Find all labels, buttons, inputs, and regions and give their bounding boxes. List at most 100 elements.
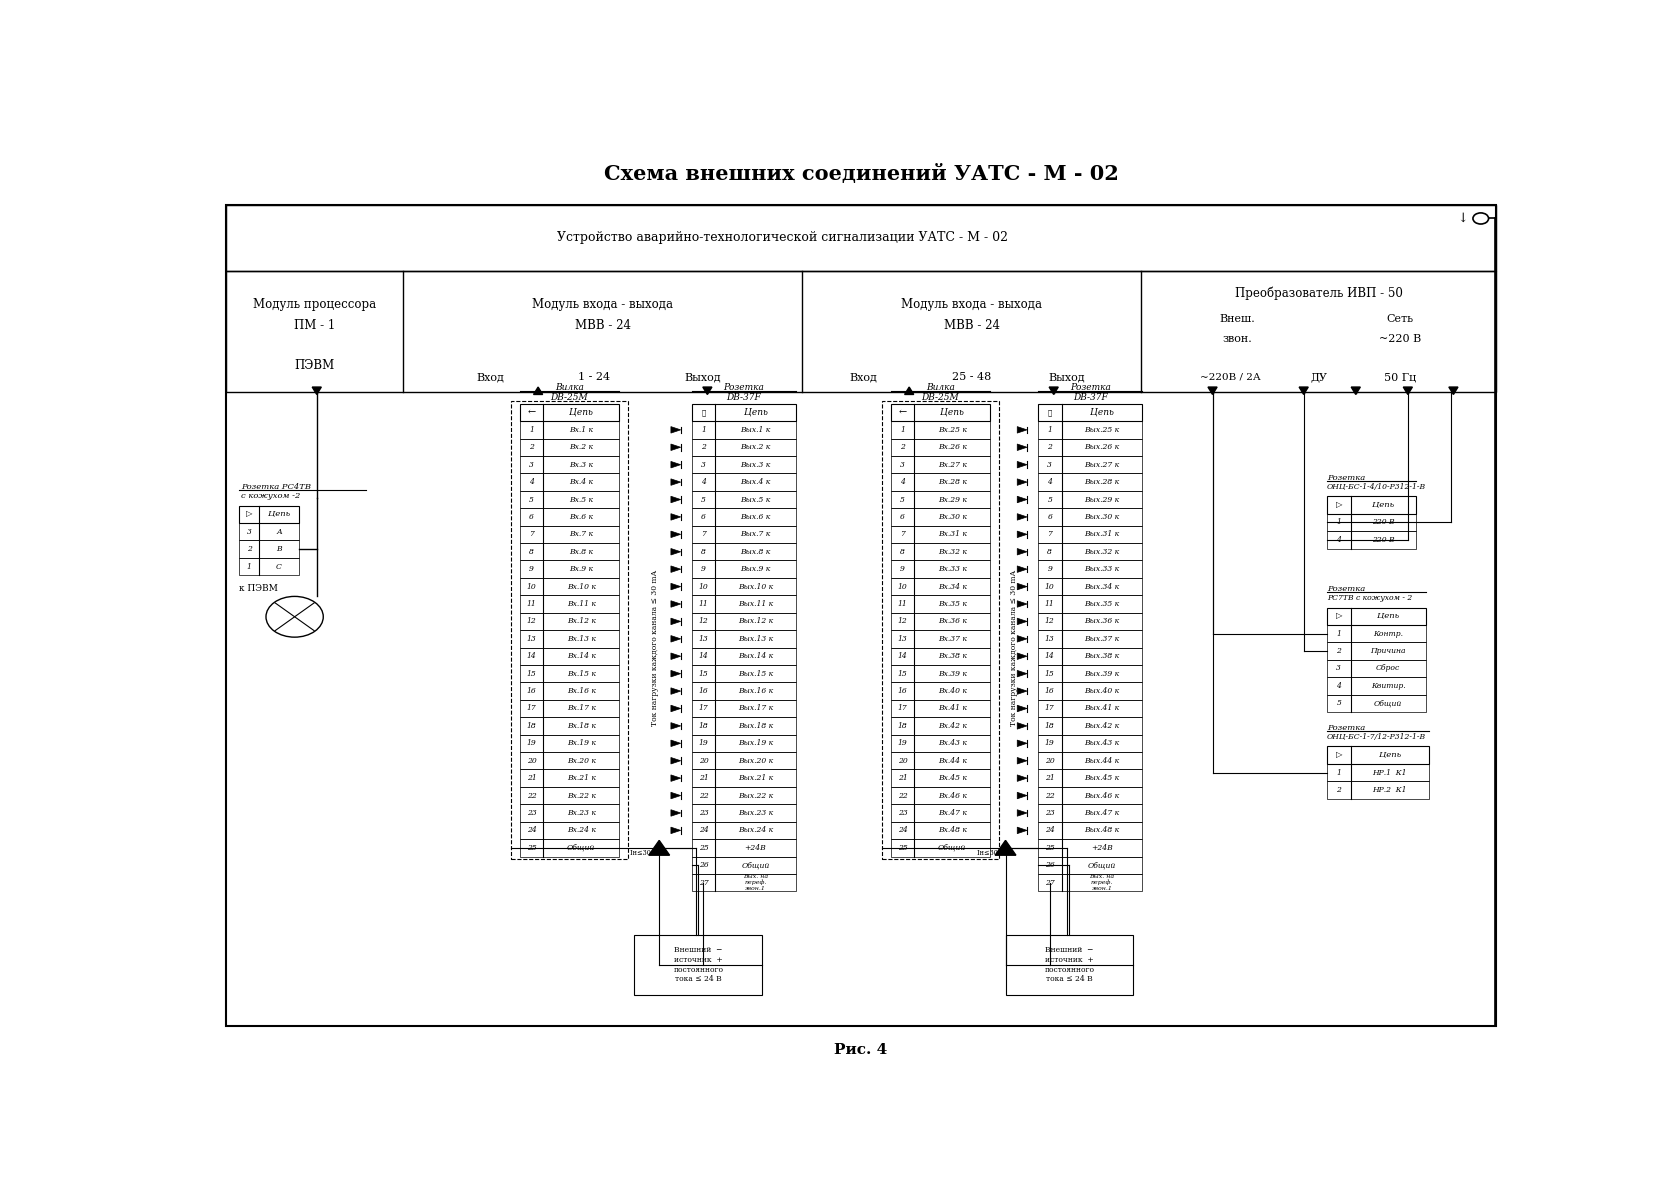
Bar — [239, 505, 299, 523]
Polygon shape — [670, 740, 680, 747]
Text: Вых.31 к: Вых.31 к — [1084, 531, 1119, 538]
Text: Вх.9 к: Вх.9 к — [570, 565, 593, 573]
Bar — [519, 770, 618, 787]
Text: Вх.7 к: Вх.7 к — [570, 531, 593, 538]
Text: Вых.37 к: Вых.37 к — [1084, 635, 1119, 642]
Text: 2: 2 — [247, 545, 252, 553]
Text: 5: 5 — [1336, 699, 1341, 707]
Bar — [1327, 659, 1426, 677]
Text: НР.2  К1: НР.2 К1 — [1373, 786, 1406, 794]
Bar — [692, 630, 796, 647]
Text: 16: 16 — [897, 687, 907, 695]
Bar — [692, 612, 796, 630]
Text: DB-37F: DB-37F — [726, 392, 761, 402]
Text: DB-37F: DB-37F — [1074, 392, 1107, 402]
Bar — [1038, 543, 1142, 561]
Text: Вх.33 к: Вх.33 к — [937, 565, 966, 573]
Bar — [692, 439, 796, 456]
Text: РС7ТВ с кожухом - 2: РС7ТВ с кожухом - 2 — [1327, 594, 1413, 603]
Text: 18: 18 — [528, 722, 536, 730]
Text: Вх.21 к: Вх.21 к — [566, 775, 595, 782]
Bar — [882, 401, 1000, 859]
Text: Квитир.: Квитир. — [1371, 682, 1406, 689]
Polygon shape — [1018, 583, 1026, 589]
Text: 11: 11 — [1045, 600, 1055, 608]
Bar — [1038, 474, 1142, 491]
Polygon shape — [670, 705, 680, 712]
Text: 22: 22 — [1045, 792, 1055, 800]
Bar — [1038, 526, 1142, 543]
Text: 1: 1 — [701, 426, 706, 434]
Text: НР.1  К1: НР.1 К1 — [1373, 769, 1406, 777]
Bar — [1038, 421, 1142, 439]
Bar — [890, 526, 990, 543]
Text: 13: 13 — [699, 635, 709, 642]
Bar — [692, 822, 796, 840]
Text: С: С — [276, 563, 282, 570]
Text: Цепь: Цепь — [1378, 612, 1399, 621]
Bar — [519, 491, 618, 508]
Text: Вх.20 к: Вх.20 к — [566, 757, 595, 765]
Bar — [890, 787, 990, 805]
Text: 6: 6 — [701, 512, 706, 521]
Text: Вх.17 к: Вх.17 к — [566, 705, 595, 712]
Bar — [692, 857, 796, 873]
Polygon shape — [1208, 387, 1216, 395]
Text: 7: 7 — [900, 531, 906, 538]
Text: Вх.39 к: Вх.39 к — [937, 670, 966, 677]
Text: Выход: Выход — [1048, 372, 1085, 383]
Polygon shape — [1351, 387, 1361, 395]
Text: Сброс: Сброс — [1376, 664, 1401, 672]
Text: с кожухом -2: с кожухом -2 — [242, 492, 301, 500]
Text: Розетка: Розетка — [1327, 585, 1366, 593]
Text: 25: 25 — [699, 843, 709, 852]
Bar — [1038, 787, 1142, 805]
Text: Вых.24 к: Вых.24 к — [738, 826, 773, 835]
Text: 23: 23 — [897, 808, 907, 817]
Text: Вых.29 к: Вых.29 к — [1084, 496, 1119, 504]
Bar — [635, 935, 763, 995]
Text: 4: 4 — [529, 478, 534, 486]
Text: Внешний  −
источник  +
постоянного
тока ≤ 24 В: Внешний − источник + постоянного тока ≤ … — [674, 946, 724, 983]
Polygon shape — [1018, 444, 1026, 450]
Text: 14: 14 — [528, 652, 536, 660]
Bar — [1327, 677, 1426, 694]
Text: ▷: ▷ — [1336, 612, 1342, 621]
Text: Вых.23 к: Вых.23 к — [738, 808, 773, 817]
Text: 220 В: 220 В — [1373, 535, 1394, 544]
Text: Вх.11 к: Вх.11 к — [566, 600, 595, 608]
Text: Внешний  −
источник  +
постоянного
тока ≤ 24 В: Внешний − источник + постоянного тока ≤ … — [1045, 946, 1094, 983]
Polygon shape — [1018, 775, 1026, 782]
Text: Вх.34 к: Вх.34 к — [937, 582, 966, 591]
Text: 14: 14 — [1045, 652, 1055, 660]
Bar — [1327, 608, 1426, 624]
Bar — [1038, 822, 1142, 840]
Text: 17: 17 — [1045, 705, 1055, 712]
Text: 2: 2 — [1336, 647, 1341, 656]
Text: 5: 5 — [1047, 496, 1052, 504]
Text: Вых.2 к: Вых.2 к — [741, 443, 771, 451]
Text: Вых.17 к: Вых.17 к — [738, 705, 773, 712]
Text: Вход: Вход — [850, 372, 877, 383]
Bar — [519, 805, 618, 822]
Bar — [692, 770, 796, 787]
Text: к ПЭВМ: к ПЭВМ — [239, 585, 277, 593]
Polygon shape — [670, 565, 680, 573]
Text: Модуль процессора: Модуль процессора — [252, 298, 376, 312]
Polygon shape — [670, 600, 680, 608]
Bar — [519, 439, 618, 456]
Polygon shape — [534, 387, 543, 395]
Text: 6: 6 — [1047, 512, 1052, 521]
Bar — [692, 595, 796, 612]
Text: ПЭВМ: ПЭВМ — [294, 358, 334, 372]
Text: 23: 23 — [1045, 808, 1055, 817]
Text: 10: 10 — [897, 582, 907, 591]
Text: 16: 16 — [699, 687, 709, 695]
Text: 20: 20 — [528, 757, 536, 765]
Text: Вх.12 к: Вх.12 к — [566, 617, 595, 626]
Polygon shape — [1018, 740, 1026, 747]
Bar — [890, 561, 990, 577]
Text: 12: 12 — [699, 617, 709, 626]
Text: 17: 17 — [897, 705, 907, 712]
Bar — [890, 735, 990, 752]
